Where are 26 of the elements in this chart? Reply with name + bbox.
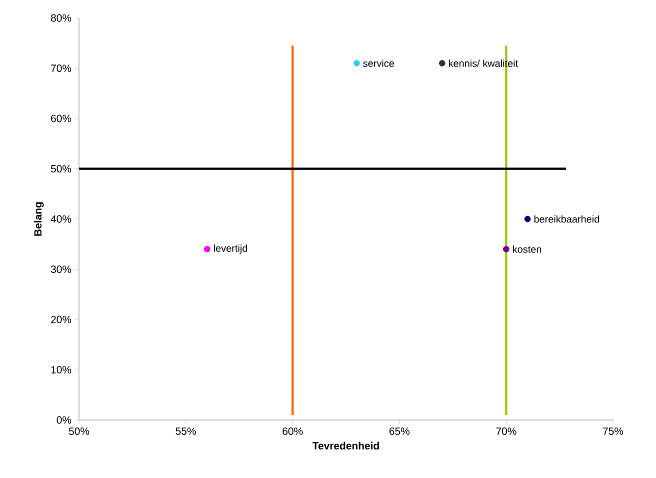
point: [204, 246, 210, 252]
x-tick-label: 55%: [176, 428, 196, 435]
annotation: kosten: [513, 245, 542, 253]
annotation: bereikbaarheid: [534, 215, 599, 223]
point: [353, 60, 360, 66]
annotation: levertijd: [214, 244, 248, 254]
y-axis-title: Belang: [34, 202, 44, 236]
y-tick-label: 60%: [51, 114, 72, 122]
y-tick-label: 40%: [50, 215, 72, 223]
x-tick-label: 60%: [282, 428, 303, 435]
annotation: service: [363, 60, 394, 67]
y-tick-label: 10%: [51, 366, 72, 374]
y-tick-label: 50%: [50, 165, 72, 172]
x-tick-label: 65%: [389, 428, 410, 435]
y-tick-label: 70%: [51, 64, 72, 72]
x-axis-title: Tevredenheid: [312, 442, 379, 450]
y-tick-label: 0%: [56, 416, 72, 424]
y-tick-label: 80%: [51, 14, 72, 22]
x-tick-label: 70%: [496, 428, 516, 435]
point: [438, 60, 446, 66]
x-tick-label: 75%: [603, 428, 624, 435]
point: [524, 216, 531, 222]
y-tick-label: 20%: [51, 316, 72, 324]
y-tick-label: 30%: [50, 266, 72, 273]
point: [503, 246, 510, 252]
x-tick-label: 50%: [68, 428, 90, 435]
